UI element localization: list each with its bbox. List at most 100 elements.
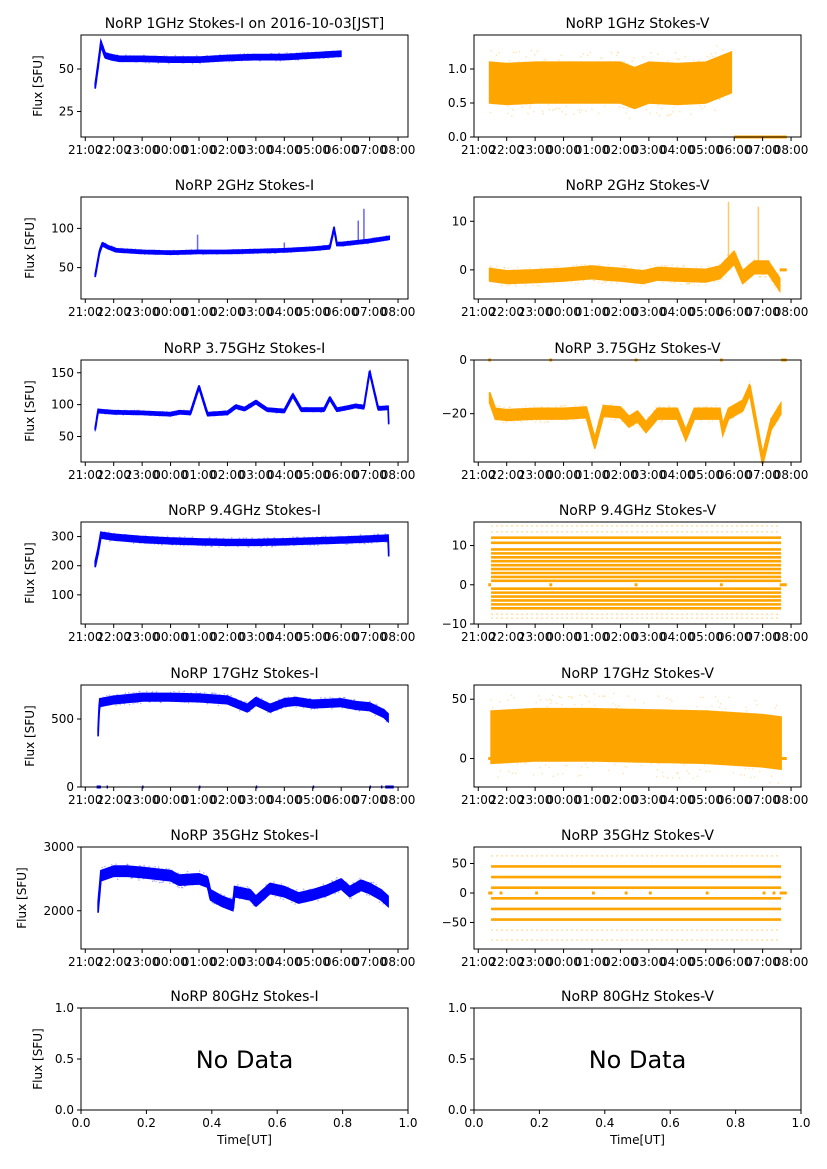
data-point (363, 542, 365, 544)
data-point (615, 78, 617, 80)
data-point (113, 55, 115, 57)
data-point (649, 265, 651, 268)
data-point (383, 896, 386, 899)
data-point (567, 695, 570, 698)
y-tick-label: 10 (452, 214, 467, 228)
data-point (523, 272, 526, 275)
data-point (150, 876, 152, 879)
data-point (309, 410, 312, 412)
x-axis-label: Time[UT] (609, 1133, 665, 1147)
data-point (605, 93, 608, 96)
data-point (718, 98, 720, 100)
data-point (373, 237, 376, 239)
panel-title: NoRP 1GHz Stokes-V (565, 16, 709, 32)
data-point (155, 250, 157, 253)
data-point (167, 62, 170, 65)
data-point (332, 405, 335, 407)
data-point (323, 892, 325, 894)
data-point (213, 59, 216, 61)
data-point (304, 893, 307, 895)
data-point (95, 267, 97, 270)
plot-area (94, 531, 390, 568)
data-point (291, 701, 294, 704)
data-point (652, 61, 655, 63)
data-band (488, 383, 782, 464)
data-point (234, 407, 236, 409)
data-point (333, 226, 335, 228)
data-point (557, 95, 559, 98)
data-point (149, 538, 151, 540)
data-point (366, 894, 368, 896)
data-point (128, 536, 131, 538)
data-point (518, 714, 520, 716)
data-point (126, 540, 128, 542)
data-point (622, 106, 625, 109)
data-point (313, 248, 316, 250)
data-point (641, 429, 644, 432)
data-point (604, 281, 607, 284)
data-point (191, 880, 193, 882)
data-point (597, 426, 599, 429)
data-point (122, 701, 125, 703)
data-point (162, 58, 165, 61)
data-point (685, 282, 688, 285)
data-point (182, 250, 184, 253)
data-point (515, 51, 517, 54)
data-point (775, 409, 778, 411)
data-point (264, 541, 266, 544)
data-point (742, 405, 744, 408)
data-point (288, 895, 290, 897)
data-point (132, 702, 134, 705)
data-point (343, 696, 346, 699)
x-tick-label: 08:00 (774, 630, 809, 644)
data-point (167, 536, 170, 539)
panel-17ghz-i: NoRP 17GHz Stokes-I050021:0022:0023:0000… (23, 666, 415, 807)
data-point (172, 251, 174, 254)
data-point (266, 56, 269, 59)
data-point (513, 421, 516, 424)
data-point (382, 715, 384, 718)
data-point (315, 407, 318, 409)
x-tick-label: 04:00 (660, 793, 695, 807)
data-point (130, 55, 132, 57)
data-point (186, 537, 189, 540)
data-point (327, 887, 330, 889)
data-point (263, 891, 266, 893)
data-point (121, 536, 124, 538)
data-point (739, 275, 742, 277)
data-point (547, 421, 550, 423)
data-point (313, 544, 316, 547)
data-point (689, 79, 691, 81)
plot-area (488, 692, 787, 784)
panel-title: NoRP 80GHz Stokes-I (170, 989, 318, 1005)
x-tick-label: 01:00 (575, 630, 610, 644)
data-point (568, 710, 571, 713)
data-point (363, 890, 366, 893)
data-point (306, 700, 308, 703)
panel-1ghz-v: NoRP 1GHz Stokes-V0.00.51.021:0022:0023:… (448, 16, 808, 157)
data-point (165, 250, 167, 252)
data-point (640, 274, 643, 276)
data-point (275, 252, 277, 254)
data-point (678, 413, 680, 415)
data-point (366, 540, 369, 543)
data-point (759, 443, 761, 445)
data-point (253, 56, 256, 58)
data-point (181, 252, 183, 254)
data-point (164, 252, 166, 254)
data-point (346, 540, 348, 542)
data-point (273, 536, 276, 539)
data-point (317, 899, 319, 902)
x-tick-label: 08:00 (381, 305, 416, 319)
x-tick-label: 01:00 (182, 630, 217, 644)
data-point (97, 408, 100, 410)
data-point (204, 58, 207, 61)
data-point (597, 79, 599, 82)
data-point (300, 248, 302, 250)
data-point (337, 891, 340, 893)
data-point (633, 95, 636, 97)
data-point (162, 252, 165, 254)
y-tick-label: 25 (59, 105, 74, 119)
x-tick-label: 22:00 (489, 468, 524, 482)
x-tick-label: 23:00 (125, 793, 160, 807)
